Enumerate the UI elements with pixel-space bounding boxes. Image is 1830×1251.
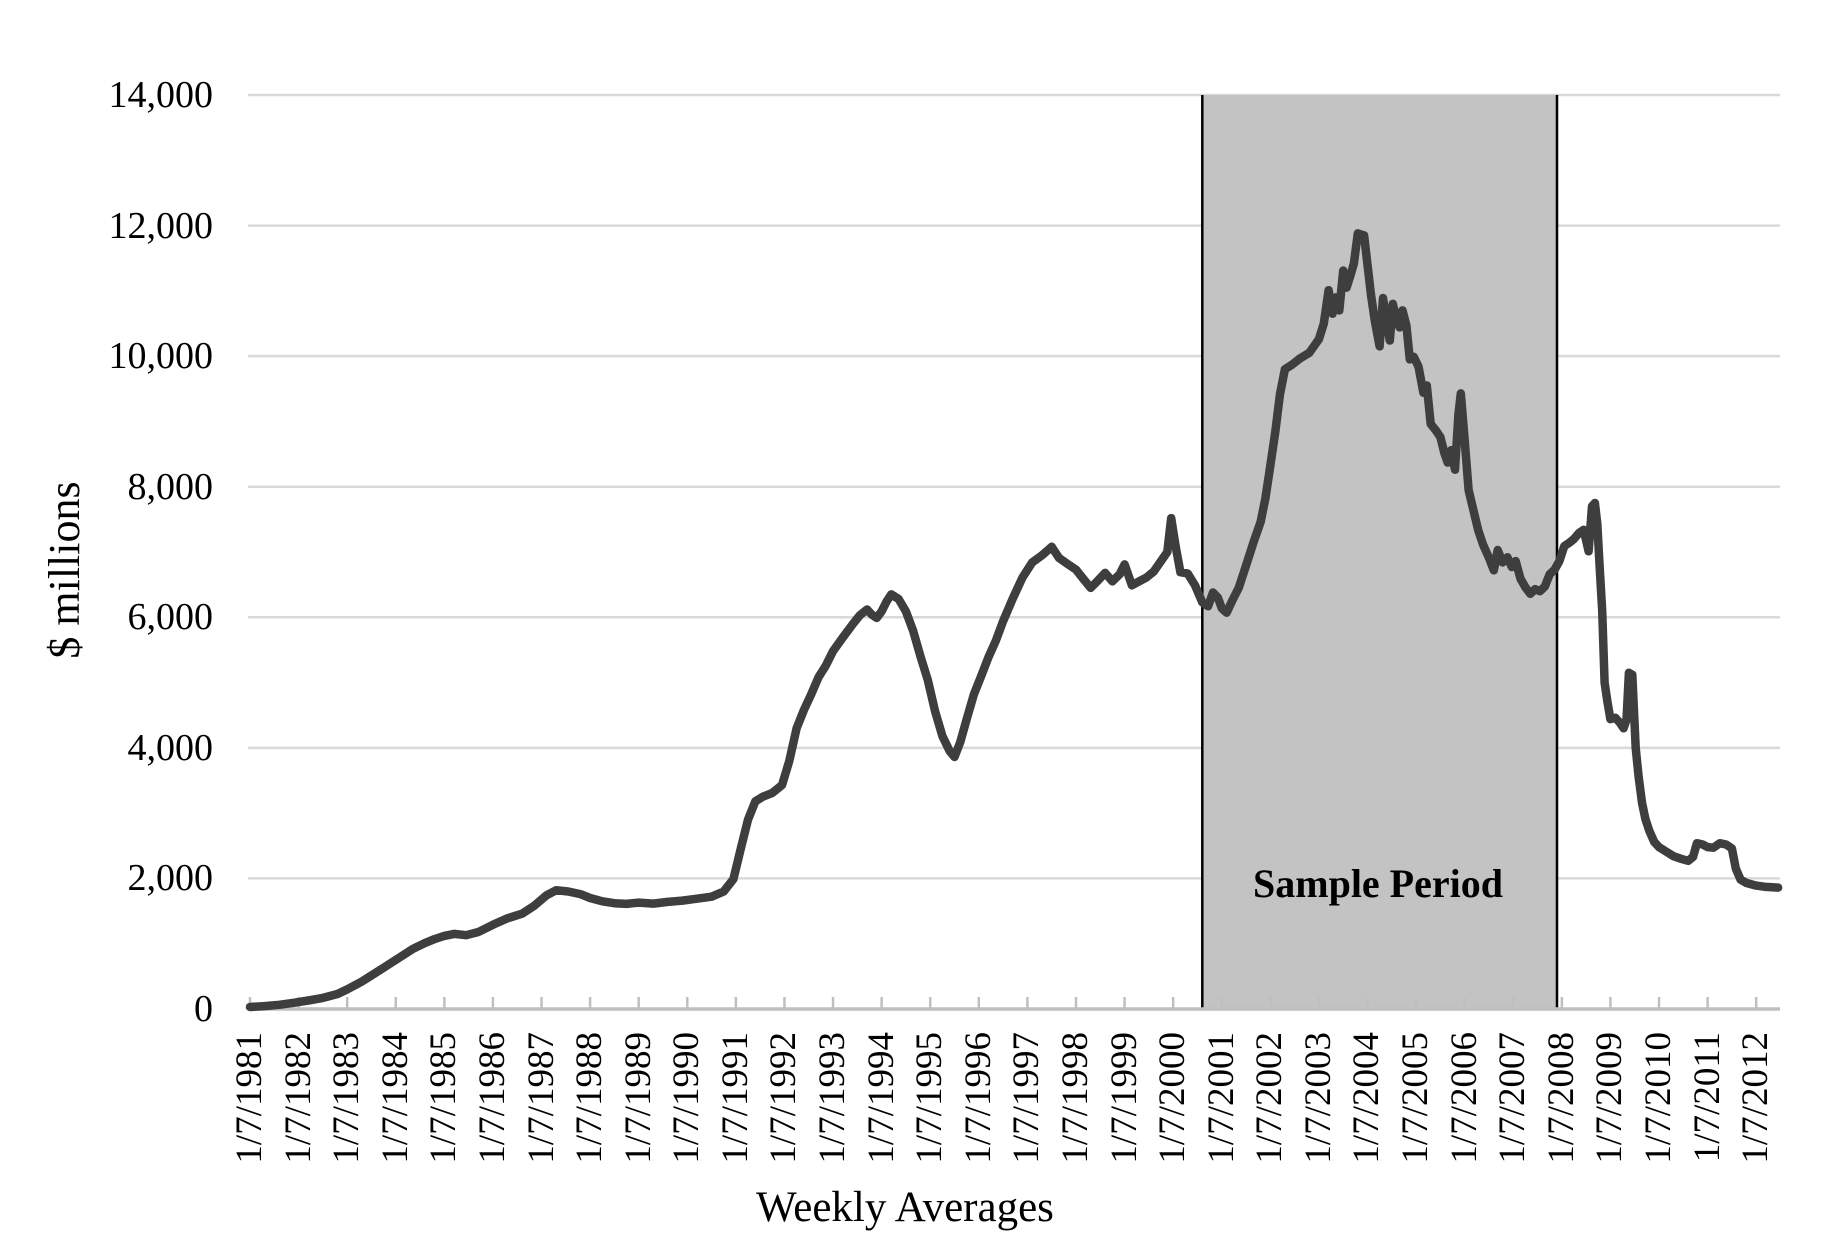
y-tick-label: 0 [194,988,213,1030]
x-tick-label: 1/7/2003 [1297,1032,1339,1164]
x-tick-label: 1/7/2009 [1589,1032,1631,1164]
x-tick-label: 1/7/1989 [617,1032,659,1164]
x-tick-label: 1/7/2007 [1492,1032,1534,1164]
y-tick-label: 8,000 [127,465,214,508]
x-tick-label: 1/7/1994 [860,1032,902,1164]
x-tick-label: 1/7/2010 [1638,1032,1680,1164]
x-tick-label: 1/7/2006 [1443,1032,1485,1164]
x-tick-label: 1/7/1987 [520,1032,562,1164]
x-tick-label: 1/7/1991 [714,1032,756,1164]
x-axis-title: Weekly Averages [756,1184,1054,1231]
x-tick-label: 1/7/2004 [1346,1032,1388,1164]
x-tick-label: 1/7/1985 [423,1032,465,1164]
x-tick-label: 1/7/2011 [1686,1032,1728,1163]
x-tick-label: 1/7/1999 [1103,1032,1145,1164]
y-tick-label: 4,000 [127,726,214,769]
y-tick-label: 14,000 [108,74,214,116]
x-tick-label: 1/7/2001 [1200,1032,1242,1164]
x-tick-label: 1/7/2002 [1249,1032,1291,1164]
x-tick-label: 1/7/2000 [1152,1032,1194,1164]
x-tick-label: 1/7/2008 [1540,1032,1582,1164]
x-tick-label: 1/7/1981 [229,1032,270,1164]
y-axis-title: $ millions [40,481,89,659]
x-tick-label: 1/7/1998 [1054,1032,1096,1164]
x-tick-label: 1/7/1996 [957,1032,999,1164]
x-tick-label: 1/7/1982 [277,1032,319,1164]
y-tick-label: 6,000 [127,596,214,639]
x-tick-label: 1/7/1992 [763,1032,805,1164]
x-tick-label: 1/7/1988 [569,1032,611,1164]
y-tick-label: 10,000 [108,335,214,378]
x-tick-label: 1/7/1995 [909,1032,951,1164]
x-tick-label: 1/7/2005 [1395,1032,1437,1164]
x-tick-label: 1/7/2012 [1735,1032,1777,1164]
y-tick-label: 12,000 [108,204,214,247]
x-tick-label: 1/7/1986 [471,1032,513,1164]
x-tick-label: 1/7/1990 [666,1032,708,1164]
x-tick-label: 1/7/1983 [326,1032,368,1164]
data-line [245,229,1783,1012]
sample-period-annotation: Sample Period [1253,861,1503,906]
x-tick-label: 1/7/1993 [812,1032,854,1164]
y-tick-label: 2,000 [127,857,214,900]
x-tick-label: 1/7/1997 [1006,1032,1048,1164]
x-tick-label: 1/7/1984 [374,1032,416,1164]
